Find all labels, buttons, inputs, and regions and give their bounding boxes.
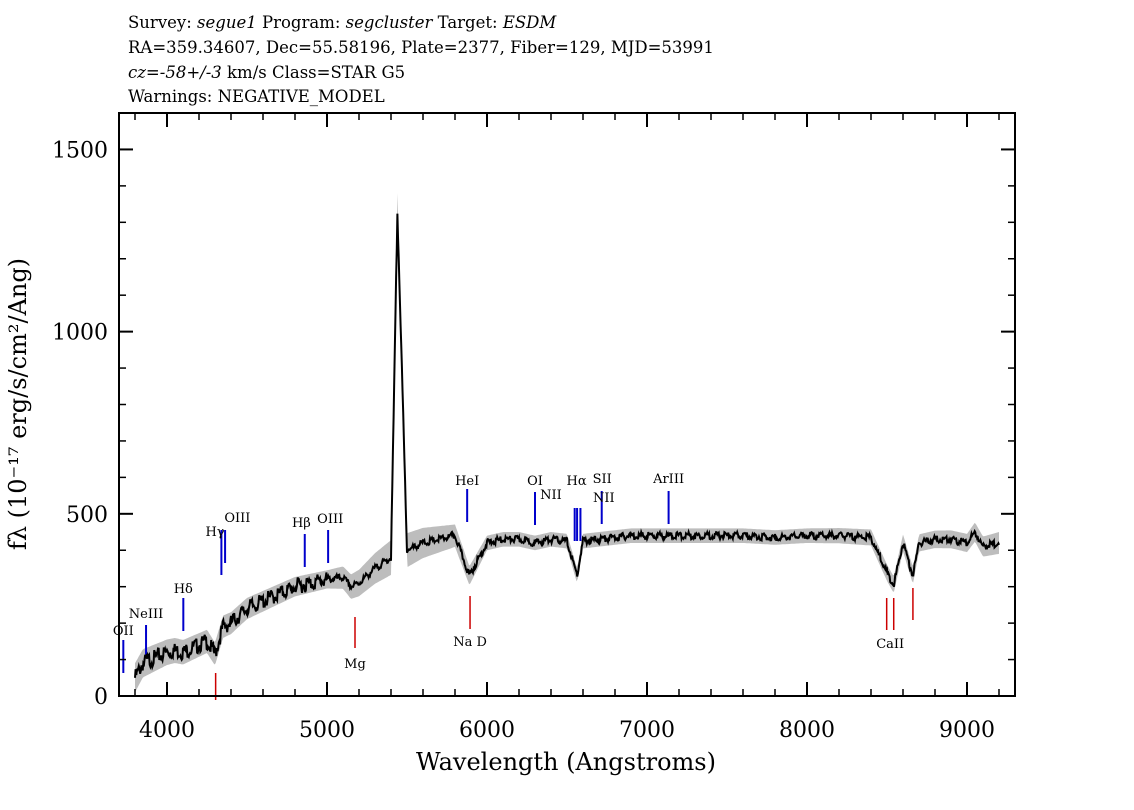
x-axis-label: Wavelength (Angstroms) — [416, 748, 716, 776]
warnings-text: Warnings: NEGATIVE_MODEL — [128, 87, 385, 106]
survey-label: Survey: — [128, 13, 192, 32]
emission-label-10: Hα — [567, 474, 587, 489]
emission-label-13: ArIII — [652, 472, 684, 487]
cz-value: cz=-58+/-3 — [128, 63, 222, 82]
header-line-warnings: Warnings: NEGATIVE_MODEL — [128, 87, 385, 107]
class-text: Class=STAR G5 — [271, 63, 406, 82]
emission-label-4: OIII — [224, 511, 250, 526]
x-tick-label-3: 7000 — [619, 718, 675, 743]
x-tick-label-2: 6000 — [459, 718, 515, 743]
flux-series-layer — [134, 213, 1000, 678]
y-tick-label-3: 1500 — [52, 138, 108, 163]
emission-label-3: Hγ — [205, 525, 224, 540]
program-label: Program: — [261, 13, 341, 32]
emission-label-7: HeI — [455, 474, 479, 489]
emission-label-9: NII — [540, 488, 562, 503]
target-value: ESDM — [502, 13, 557, 32]
error-band-layer — [135, 193, 999, 693]
absorption-label-3: CaII — [876, 637, 904, 652]
y-tick-label-2: 1000 — [52, 321, 108, 346]
header-line-survey: Survey: segue1 Program: segcluster Targe… — [128, 13, 556, 33]
y-tick-label-0: 0 — [94, 685, 108, 710]
axes-layer: 4000 5000 6000 7000 8000 9000 0 500 1000 1500 Wave… — [4, 112, 1015, 776]
error-band — [135, 193, 999, 693]
emission-label-5: Hβ — [292, 516, 311, 531]
emission-label-6: OIII — [317, 512, 343, 527]
y-tick-label-1: 500 — [66, 503, 108, 528]
target-label: Target: — [437, 13, 498, 32]
emission-label-0: OII — [113, 624, 134, 639]
x-tick-label-0: 4000 — [139, 718, 195, 743]
x-tick-label-1: 5000 — [299, 718, 355, 743]
emission-label-8: OI — [527, 474, 543, 489]
x-tick-label-5: 9000 — [939, 718, 995, 743]
coords-text: RA=359.34607, Dec=55.58196, Plate=2377, … — [128, 38, 714, 57]
survey-value: segue1 — [197, 13, 257, 32]
y-axis-label: fλ (10⁻¹⁷ erg/s/cm²/Ang) — [4, 258, 32, 550]
absorption-label-1: Mg — [344, 657, 366, 672]
absorption-label-2: Na D — [453, 635, 487, 650]
flux-line — [134, 213, 1000, 678]
program-value: segcluster — [345, 13, 433, 32]
emission-label-11: NII — [593, 491, 615, 506]
emission-label-12: SII — [593, 472, 612, 487]
x-tick-label-4: 8000 — [779, 718, 835, 743]
cz-units: km/s — [227, 63, 267, 82]
header-line-coords: RA=359.34607, Dec=55.58196, Plate=2377, … — [128, 38, 714, 58]
header-line-redshift: cz=-58+/-3 km/s Class=STAR G5 — [128, 63, 405, 83]
emission-label-2: Hδ — [174, 582, 193, 597]
emission-label-1: NeIII — [129, 607, 163, 622]
